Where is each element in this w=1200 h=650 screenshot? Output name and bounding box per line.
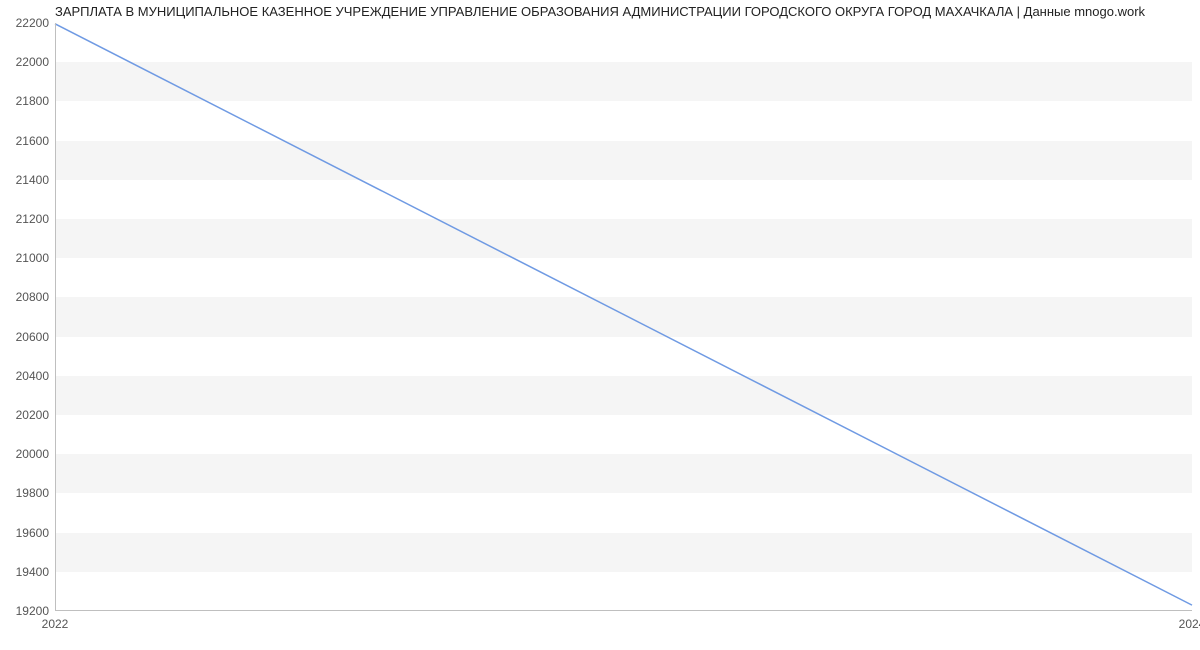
y-tick-label: 22200	[16, 16, 49, 30]
x-tick-label: 2024	[1179, 617, 1200, 631]
plot-area: 1920019400196001980020000202002040020600…	[55, 23, 1192, 611]
y-axis-line	[55, 23, 56, 611]
x-axis-line	[55, 610, 1192, 611]
y-tick-label: 21000	[16, 251, 49, 265]
y-tick-label: 20000	[16, 447, 49, 461]
chart-container: ЗАРПЛАТА В МУНИЦИПАЛЬНОЕ КАЗЕННОЕ УЧРЕЖД…	[0, 0, 1200, 650]
y-tick-label: 21800	[16, 94, 49, 108]
y-tick-label: 19600	[16, 526, 49, 540]
y-tick-label: 19400	[16, 565, 49, 579]
chart-title: ЗАРПЛАТА В МУНИЦИПАЛЬНОЕ КАЗЕННОЕ УЧРЕЖД…	[0, 4, 1200, 19]
y-tick-label: 20600	[16, 330, 49, 344]
y-tick-label: 19800	[16, 486, 49, 500]
y-tick-label: 19200	[16, 604, 49, 618]
y-tick-label: 20800	[16, 290, 49, 304]
line-layer	[55, 23, 1192, 611]
y-tick-label: 21200	[16, 212, 49, 226]
y-tick-label: 20200	[16, 408, 49, 422]
series-line-salary	[55, 24, 1192, 605]
y-tick-label: 22000	[16, 55, 49, 69]
y-tick-label: 21600	[16, 134, 49, 148]
x-tick-label: 2022	[42, 617, 69, 631]
y-tick-label: 21400	[16, 173, 49, 187]
y-tick-label: 20400	[16, 369, 49, 383]
